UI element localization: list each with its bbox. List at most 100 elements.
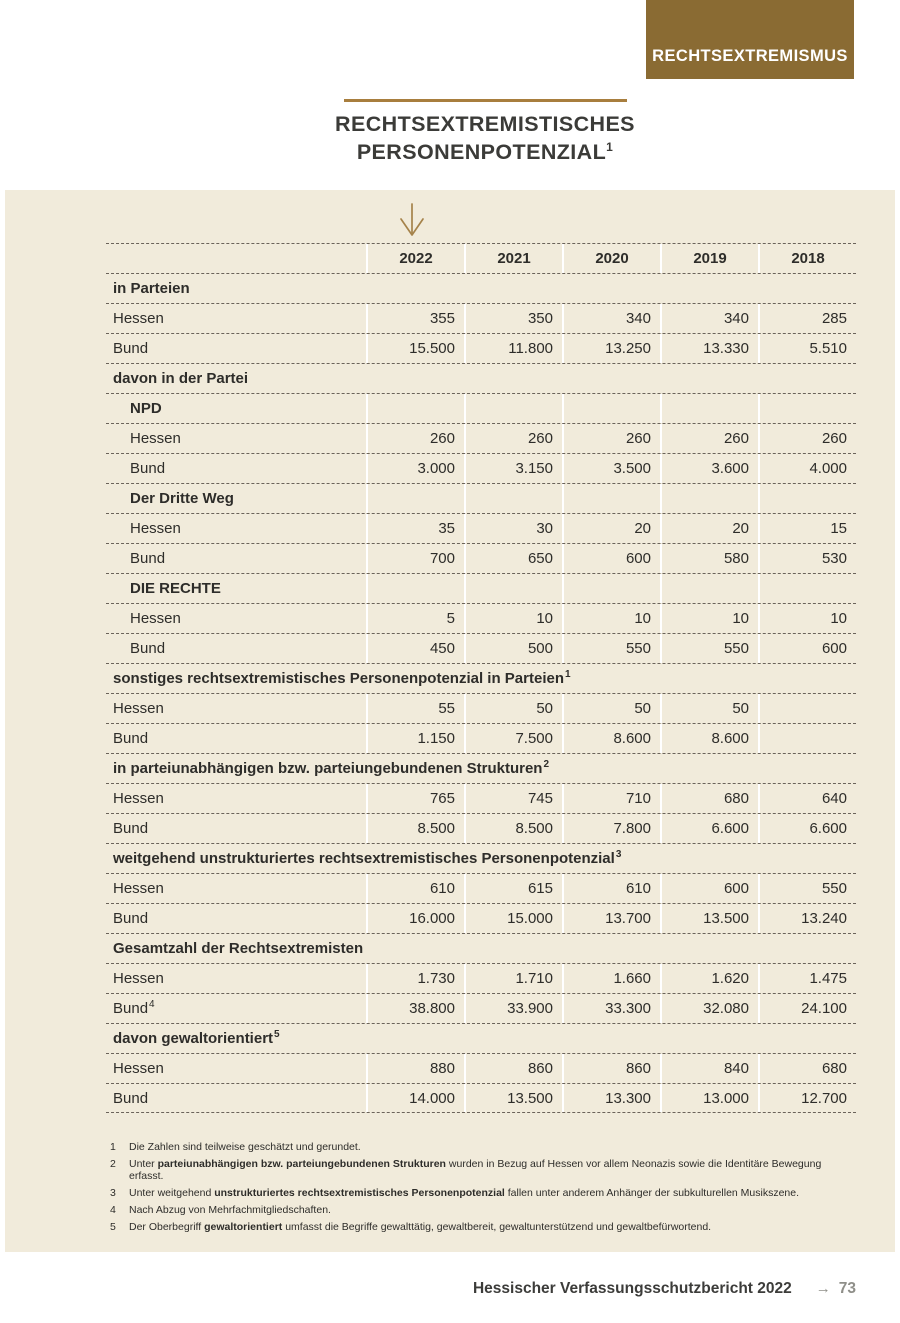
value-cell: 260 <box>660 424 758 453</box>
value-cell <box>366 394 464 423</box>
table-row: Hessen 1.730 1.710 1.660 1.620 1.475 <box>106 963 856 993</box>
year-header: 2022 <box>366 244 464 273</box>
value-cell <box>464 574 562 603</box>
value-cell: 680 <box>660 784 758 813</box>
value-cell: 13.500 <box>464 1084 562 1112</box>
value-cell: 33.300 <box>562 994 660 1023</box>
table-row: Bund 14.000 13.500 13.300 13.000 12.700 <box>106 1083 856 1113</box>
row-label: Hessen <box>130 520 181 537</box>
table-panel <box>5 190 895 1252</box>
section-label: davon in der Partei <box>113 370 249 387</box>
value-cell: 33.900 <box>464 994 562 1023</box>
value-cell: 1.620 <box>660 964 758 993</box>
value-cell <box>758 724 856 753</box>
footnote-text: Der Oberbegriff gewaltorientiert umfasst… <box>129 1221 712 1233</box>
value-cell <box>660 484 758 513</box>
table-row: Bund 4 38.800 33.900 33.300 32.080 24.100 <box>106 993 856 1023</box>
value-cell: 10 <box>758 604 856 633</box>
value-cell: 13.240 <box>758 904 856 933</box>
row-label: Bund 4 <box>113 998 155 1017</box>
table-section-row: in parteiunabhängigen bzw. parteiungebun… <box>106 753 856 783</box>
page-title-line1: RECHTSEXTREMISTISCHES <box>335 112 635 136</box>
section-label: davon gewaltorientiert 5 <box>113 1028 280 1047</box>
table-section-row: Gesamtzahl der Rechtsextremisten <box>106 933 856 963</box>
footnote-number: 5 <box>110 1221 116 1233</box>
section-label: in parteiunabhängigen bzw. parteiungebun… <box>113 758 550 777</box>
row-label: Bund <box>130 640 166 657</box>
value-cell: 7.500 <box>464 724 562 753</box>
footnote: 2 Unter parteiunabhängigen bzw. parteiung… <box>110 1158 855 1182</box>
page-number: 73 <box>838 1280 856 1297</box>
value-cell: 340 <box>660 304 758 333</box>
title-rule <box>343 99 627 102</box>
footnote-number: 1 <box>110 1141 116 1153</box>
table-section-row: in Parteien <box>106 273 856 303</box>
value-cell: 610 <box>366 874 464 903</box>
value-cell: 1.710 <box>464 964 562 993</box>
value-cell: 13.300 <box>562 1084 660 1112</box>
value-cell: 880 <box>366 1054 464 1083</box>
row-label: Hessen <box>113 700 164 717</box>
value-cell: 8.600 <box>562 724 660 753</box>
table-row: Bund 15.500 11.800 13.250 13.330 5.510 <box>106 333 856 363</box>
value-cell <box>758 484 856 513</box>
value-cell <box>758 694 856 723</box>
value-cell: 55 <box>366 694 464 723</box>
value-cell: 710 <box>562 784 660 813</box>
footnote-number: 3 <box>110 1187 116 1199</box>
value-cell: 13.000 <box>660 1084 758 1112</box>
value-cell <box>464 484 562 513</box>
table-section-row: sonstiges rechtsextremistisches Personen… <box>106 663 856 693</box>
value-cell: 550 <box>562 634 660 663</box>
value-cell: 4.000 <box>758 454 856 483</box>
row-label: NPD <box>130 400 162 417</box>
value-cell: 13.700 <box>562 904 660 933</box>
value-cell: 860 <box>562 1054 660 1083</box>
table-row: Bund 16.000 15.000 13.700 13.500 13.240 <box>106 903 856 933</box>
value-cell: 680 <box>758 1054 856 1083</box>
value-cell <box>562 574 660 603</box>
table-year-header-row: 2022 2021 2020 2019 2018 <box>106 243 856 273</box>
value-cell: 3.600 <box>660 454 758 483</box>
value-cell <box>562 394 660 423</box>
footnote-text: Unter parteiunabhängigen bzw. parteiunge… <box>129 1158 822 1182</box>
table-row: Hessen 355 350 340 340 285 <box>106 303 856 333</box>
table-row: Bund 450 500 550 550 600 <box>106 633 856 663</box>
row-label: Hessen <box>130 430 181 447</box>
value-cell: 13.250 <box>562 334 660 363</box>
table-row: Hessen 55 50 50 50 <box>106 693 856 723</box>
table-row: Hessen 35 30 20 20 15 <box>106 513 856 543</box>
page-footer: Hessischer Verfassungsschutzbericht 2022… <box>473 1280 856 1298</box>
footnote-text: Unter weitgehend unstrukturiertes rechts… <box>129 1187 800 1199</box>
value-cell: 35 <box>366 514 464 543</box>
value-cell: 15.000 <box>464 904 562 933</box>
row-label: Bund <box>113 820 149 837</box>
value-cell: 10 <box>660 604 758 633</box>
value-cell: 32.080 <box>660 994 758 1023</box>
table-row: Hessen 765 745 710 680 640 <box>106 783 856 813</box>
value-cell: 550 <box>660 634 758 663</box>
footnote: 1 Die Zahlen sind teilweise geschätzt und… <box>110 1141 855 1153</box>
row-label: Hessen <box>113 1060 164 1077</box>
year-header: 2021 <box>464 244 562 273</box>
value-cell <box>660 574 758 603</box>
personnel-table: 2022 2021 2020 2019 2018 in Parteien Hess… <box>106 243 856 1113</box>
value-cell: 500 <box>464 634 562 663</box>
row-label: DIE RECHTE <box>130 580 221 597</box>
footnote: 3 Unter weitgehend unstrukturiertes recht… <box>110 1187 855 1199</box>
value-cell: 11.800 <box>464 334 562 363</box>
table-row: NPD <box>106 393 856 423</box>
row-label: Bund <box>130 550 166 567</box>
value-cell: 50 <box>660 694 758 723</box>
page-title-line2: PERSONENPOTENZIAL <box>356 139 607 164</box>
value-cell: 10 <box>562 604 660 633</box>
table-row: Bund 1.150 7.500 8.600 8.600 <box>106 723 856 753</box>
value-cell: 12.700 <box>758 1084 856 1112</box>
value-cell: 550 <box>758 874 856 903</box>
page-title-footnote-ref: 1 <box>606 139 614 154</box>
row-label: Bund <box>130 460 166 477</box>
table-row: Bund 700 650 600 580 530 <box>106 543 856 573</box>
value-cell: 580 <box>660 544 758 573</box>
value-cell: 50 <box>562 694 660 723</box>
value-cell: 50 <box>464 694 562 723</box>
